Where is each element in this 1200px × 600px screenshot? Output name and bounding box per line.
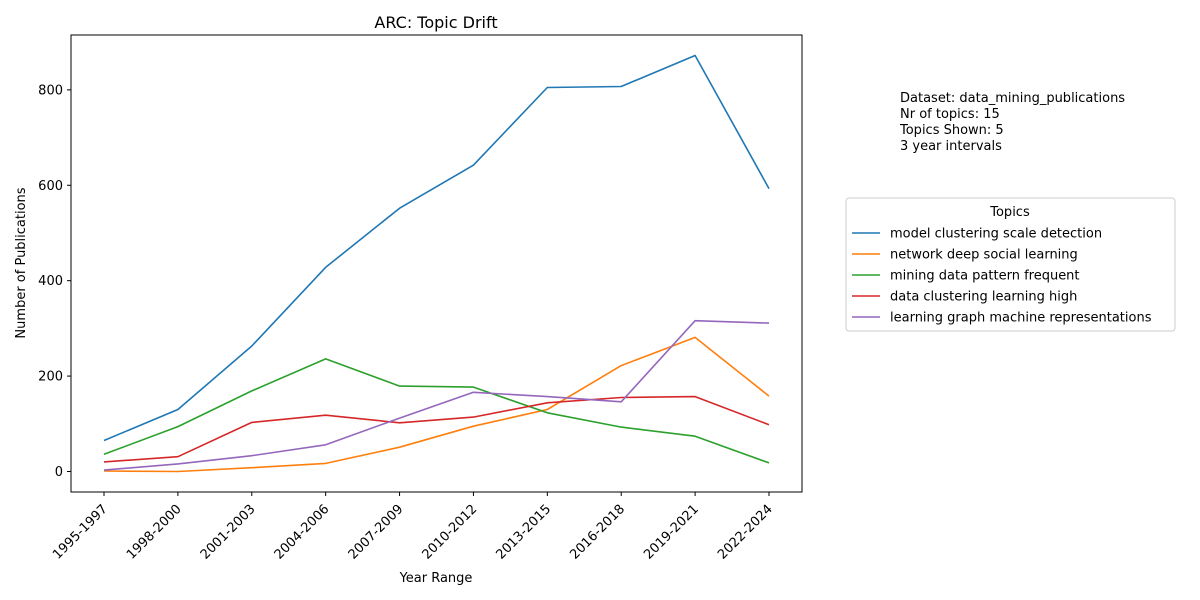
annotation-line-topics: Nr of topics: 15 [900,107,1000,122]
x-tick-label: 2013-2015 [493,502,554,563]
series-line-2 [103,336,770,473]
y-tick-label: 800 [38,83,63,98]
y-tick-label: 200 [38,370,63,385]
series-line-5 [103,319,770,471]
y-tick-label: 400 [38,274,63,289]
plot-frame [70,34,803,493]
x-tick-label: 1998-2000 [124,502,185,563]
y-axis: 0 200 400 600 800 [38,83,71,480]
y-tick-label: 600 [38,179,63,194]
series-line-1 [103,54,770,442]
legend-title: Topics [989,205,1030,220]
y-axis-label: Number of Publications [14,187,29,338]
x-axis-label: Year Range [399,571,473,586]
x-tick-label: 2004-2006 [272,502,333,563]
series-line-3 [103,358,770,464]
legend: Topics model clustering scale detection n… [845,197,1176,332]
x-axis: 1995-1997 1998-2000 2001-2003 2004-2006 2007… [50,492,776,563]
annotation-line-dataset: Dataset: data_mining_publications [900,91,1125,106]
annotation-line-interval: 3 year intervals [900,139,1002,154]
x-tick-label: 2007-2009 [346,502,407,563]
y-tick-label: 0 [55,465,63,480]
x-tick-label: 2010-2012 [420,502,481,563]
x-tick-label: 2019-2021 [641,502,702,563]
x-tick-label: 2001-2003 [198,502,259,563]
annotation-line-shown: Topics Shown: 5 [899,123,1004,138]
legend-label-2: network deep social learning [890,248,1078,263]
legend-box [845,197,1176,332]
x-tick-label: 2022-2024 [715,502,776,563]
legend-label-3: mining data pattern frequent [890,269,1080,284]
plot-lines [103,54,770,473]
series-line-4 [103,395,770,463]
x-tick-label: 1995-1997 [50,502,111,563]
chart-title: ARC: Topic Drift [374,13,497,32]
legend-label-4: data clustering learning high [890,290,1077,305]
legend-label-5: learning graph machine representations [890,311,1152,326]
legend-items: model clustering scale detection network … [852,227,1152,326]
legend-label-1: model clustering scale detection [890,227,1102,242]
annotation-block: Dataset: data_mining_publications Nr of … [899,91,1125,154]
x-tick-label: 2016-2018 [567,502,628,563]
